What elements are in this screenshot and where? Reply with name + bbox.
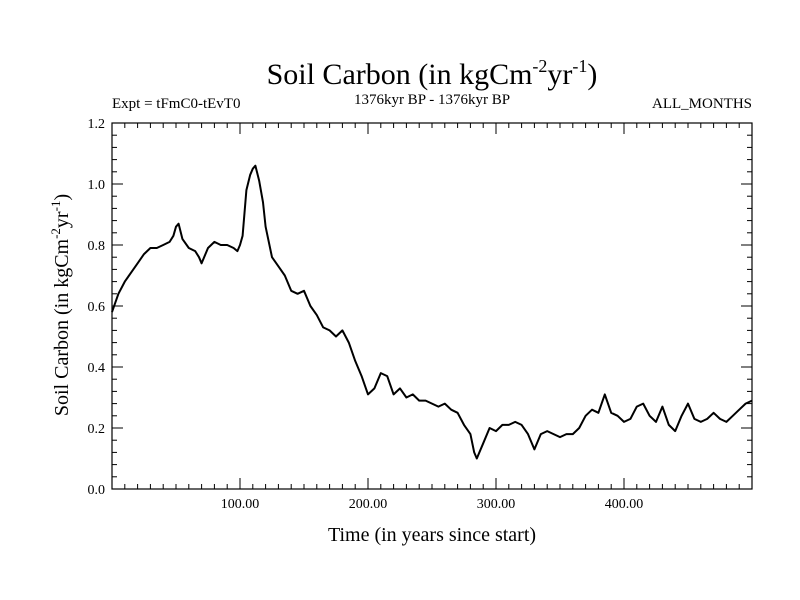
x-axis-label: Time (in years since start) <box>328 524 536 546</box>
x-tick-label: 400.00 <box>605 497 644 512</box>
y-tick-label: 0.0 <box>88 483 106 498</box>
y-tick-label: 0.2 <box>88 422 106 437</box>
plot-frame <box>111 122 753 490</box>
y-tick-label: 0.8 <box>88 239 106 254</box>
x-tick-label: 300.00 <box>477 497 516 512</box>
plot-area: 100.00 200.00 300.00 400.00 0.0 0.2 0.4 0.6 0.8 1… <box>88 117 753 512</box>
y-axis-label: Soil Carbon (in kgCm-2yr-1) <box>48 194 73 416</box>
x-tick-label: 200.00 <box>349 497 388 512</box>
subtitle-experiment: Expt = tFmC0-tEvT0 <box>112 96 240 112</box>
y-tick-label: 1.2 <box>88 117 106 132</box>
subtitle-period: 1376kyr BP - 1376kyr BP <box>354 92 510 108</box>
y-tick-label: 1.0 <box>88 178 106 193</box>
y-tick-label: 0.6 <box>88 300 106 315</box>
x-tick-label: 100.00 <box>221 497 260 512</box>
y-tick-label: 0.4 <box>88 361 106 376</box>
series-line <box>111 164 753 460</box>
chart-title: Soil Carbon (in kgCm-2yr-1) <box>267 56 598 91</box>
subtitle-months: ALL_MONTHS <box>652 96 752 112</box>
